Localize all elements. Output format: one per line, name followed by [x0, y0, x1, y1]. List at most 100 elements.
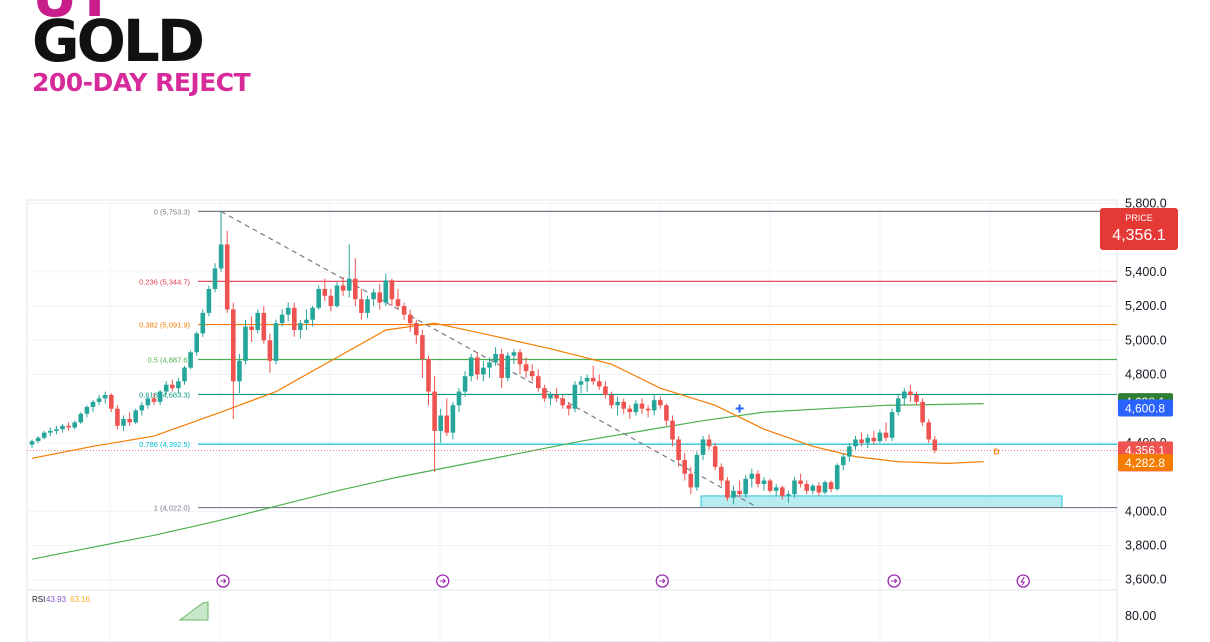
subtitle-200-day-reject: 200-DAY REJECT [32, 68, 251, 97]
rsi-value1: 43.93 [46, 595, 67, 604]
candle-body [426, 359, 431, 392]
candle-body [578, 381, 584, 385]
rsi-line [178, 601, 209, 621]
candle-body [859, 439, 864, 443]
cross-badge-bg [1118, 399, 1173, 417]
candle-body [499, 353, 504, 378]
candle-body [554, 395, 559, 399]
candle-body [926, 422, 931, 440]
candle-body [725, 480, 730, 498]
candle-body [90, 401, 96, 407]
candle-body [468, 357, 474, 377]
session-markers: D [216, 447, 1030, 588]
candle-body [96, 398, 102, 402]
candle-body [395, 299, 401, 307]
candle-body [529, 371, 535, 377]
candles [29, 211, 938, 505]
candle-body [889, 412, 895, 438]
candle-body [719, 466, 724, 481]
candle-body [102, 395, 108, 399]
candle-body [798, 480, 803, 484]
ma-fast-line [31, 322, 984, 465]
price-axis[interactable]: 5,800.05,400.05,200.05,000.04,800.04,400… [1125, 196, 1167, 586]
candle-body [834, 465, 840, 490]
candle-body [743, 478, 748, 495]
candle-body [359, 299, 364, 313]
candle-body [231, 309, 236, 382]
candle-body [328, 295, 334, 307]
candle-body [218, 244, 224, 269]
candle-body [273, 323, 279, 361]
rsi-value2: 63.16 [70, 595, 91, 604]
candle-body [176, 381, 181, 389]
fib-label-0.236: 0.236 (5,344.7) [139, 277, 190, 286]
candle-body [261, 312, 267, 341]
candle-body [755, 473, 761, 484]
last-price-badge-value: 4,356.1 [1125, 443, 1165, 457]
candle-body [206, 288, 212, 313]
candle-body [365, 299, 370, 313]
candle-body [822, 482, 828, 493]
candle-body [41, 432, 47, 438]
lightning-icon [1016, 574, 1030, 588]
price-tick-label: 5,200.0 [1125, 299, 1167, 313]
candle-body [475, 357, 480, 375]
candle-body [377, 292, 382, 303]
candle-body [597, 381, 602, 387]
candle-body [340, 285, 346, 291]
candle-body [279, 314, 285, 324]
candle-body [505, 355, 511, 378]
candle-body [688, 473, 694, 488]
candle-body [853, 439, 858, 447]
candle-body [456, 391, 462, 406]
candle-body [346, 278, 352, 291]
candle-body [706, 439, 712, 447]
candle-body [603, 386, 608, 395]
candle-body [298, 323, 303, 330]
fibonacci-retracement[interactable]: 0 (5,753.3) 0.236 (5,344.7) 0.382 (5,091.9… [139, 207, 1117, 513]
candle-body [841, 456, 846, 466]
price-tick-label: 4,800.0 [1125, 367, 1167, 381]
candle-body [401, 306, 407, 315]
candle-body [590, 377, 596, 382]
rsi-pane: RSI 43.93 63.16 80.00 [27, 589, 1156, 623]
candle-body [72, 422, 77, 428]
candle-body [932, 439, 938, 451]
candle-body [700, 439, 706, 455]
candle-body [828, 482, 834, 490]
candle-body [481, 367, 486, 375]
title-top-text: UT [32, 0, 114, 26]
candle-body [121, 418, 126, 426]
candle-body [895, 398, 901, 413]
ma-slow-line [31, 403, 984, 560]
candle-body [877, 432, 883, 442]
candle-body [407, 314, 413, 324]
candle-body [212, 268, 218, 289]
price-badges: PRICE4,356.14,638.14,600.84,356.111:22:5… [1100, 208, 1178, 472]
candle-body [316, 288, 321, 308]
candle-body [609, 395, 614, 406]
candle-body [761, 480, 767, 484]
candle-body [462, 376, 468, 392]
fib-label-0.786: 0.786 (4,392.5) [139, 440, 190, 449]
candle-body [780, 487, 785, 496]
candle-body [353, 278, 358, 300]
price-tick-label: 5,400.0 [1125, 265, 1167, 279]
candle-body [639, 403, 645, 409]
candle-body [200, 312, 206, 334]
candle-body [243, 326, 248, 361]
candle-body [170, 384, 175, 389]
candle-body [292, 307, 297, 330]
crosshair-marker [735, 404, 744, 413]
candle-body [133, 410, 138, 423]
candle-body [163, 384, 169, 392]
candle-body [548, 395, 553, 399]
candle-body [249, 326, 254, 330]
candle-body [566, 405, 572, 409]
candle-body [792, 480, 797, 495]
price-badge-bg [1100, 208, 1178, 250]
fib-label-0: 0 (5,753.3) [154, 207, 191, 216]
candle-body [389, 280, 395, 300]
candle-body [572, 384, 578, 409]
